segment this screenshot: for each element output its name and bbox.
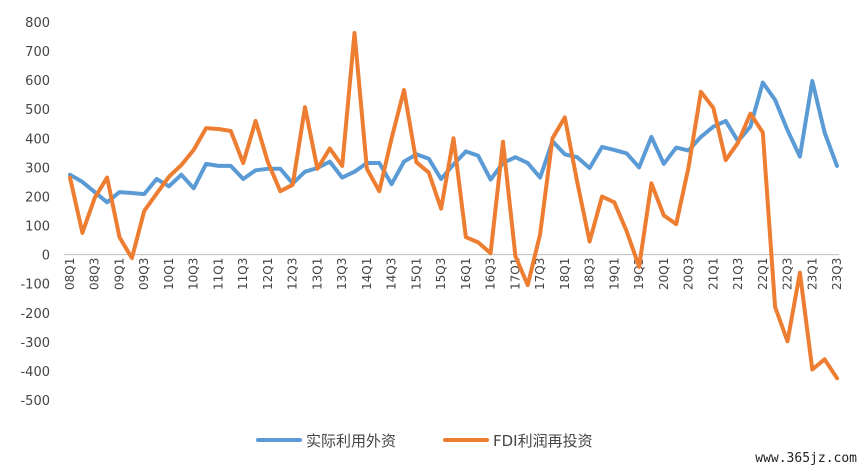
y-tick-label: -100 — [20, 278, 50, 293]
x-tick-label: 21Q3 — [731, 258, 745, 290]
y-tick-label: 300 — [25, 161, 50, 176]
x-tick-label: 13Q3 — [335, 258, 349, 290]
y-tick-label: 0 — [42, 249, 50, 264]
y-tick-label: 600 — [25, 74, 50, 89]
x-tick-label: 23Q3 — [830, 258, 844, 290]
x-tick-label: 19Q3 — [632, 258, 646, 290]
y-tick-label: 500 — [25, 103, 50, 118]
x-tick-label: 11Q3 — [236, 258, 250, 290]
watermark: www.365jz.com — [755, 451, 857, 466]
x-tick-label: 09Q1 — [112, 258, 126, 290]
x-tick-label: 22Q3 — [781, 258, 795, 290]
x-tick-label: 08Q3 — [88, 258, 102, 290]
legend-label-series-2: FDI利润再投资 — [493, 432, 593, 450]
x-tick-label: 14Q1 — [360, 258, 374, 290]
x-tick-label: 12Q1 — [261, 258, 275, 290]
y-tick-label: -300 — [20, 336, 50, 351]
x-tick-label: 10Q1 — [162, 258, 176, 290]
x-tick-label: 19Q1 — [607, 258, 621, 290]
legend-label-series-1: 实际利用外资 — [306, 432, 396, 450]
x-tick-label: 12Q3 — [286, 258, 300, 290]
x-tick-label: 21Q1 — [706, 258, 720, 290]
y-tick-label: 100 — [25, 220, 50, 235]
series-layer — [68, 31, 839, 381]
x-tick-label: 13Q1 — [310, 258, 324, 290]
x-tick-label: 08Q1 — [63, 258, 77, 290]
x-tick-label: 15Q3 — [434, 258, 448, 290]
series-line-2 — [68, 31, 839, 381]
x-tick-label: 22Q1 — [756, 258, 770, 290]
x-tick-label: 20Q1 — [657, 258, 671, 290]
x-tick-label: 15Q1 — [409, 258, 423, 290]
y-tick-label: 200 — [25, 190, 50, 205]
x-tick-label: 20Q3 — [682, 258, 696, 290]
series-line-1 — [68, 79, 839, 205]
x-axis: 08Q1 08Q3 09Q1 09Q3 10Q1 10Q3 11Q1 11Q3 12Q1 12Q3… — [63, 254, 844, 290]
x-tick-label: 16Q1 — [459, 258, 473, 290]
y-tick-label: 700 — [25, 45, 50, 60]
y-tick-label: 800 — [25, 16, 50, 31]
y-axis: 800 700 600 500 400 300 200 100 0 -100 -200 -300 -40… — [20, 16, 50, 409]
y-tick-label: -200 — [20, 307, 50, 322]
x-tick-label: 14Q3 — [385, 258, 399, 290]
x-tick-label: 09Q3 — [137, 258, 151, 290]
y-tick-label: -500 — [20, 394, 50, 409]
x-tick-label: 16Q3 — [484, 258, 498, 290]
x-tick-label: 18Q1 — [558, 258, 572, 290]
x-tick-label: 10Q3 — [187, 258, 201, 290]
x-tick-label: 17Q3 — [533, 258, 547, 290]
x-tick-label: 23Q1 — [805, 258, 819, 290]
legend: 实际利用外资 FDI利润再投资 — [256, 432, 593, 450]
y-tick-label: 400 — [25, 132, 50, 147]
y-tick-label: -400 — [20, 365, 50, 380]
x-tick-label: 11Q1 — [211, 258, 225, 290]
x-tick-label: 18Q3 — [583, 258, 597, 290]
